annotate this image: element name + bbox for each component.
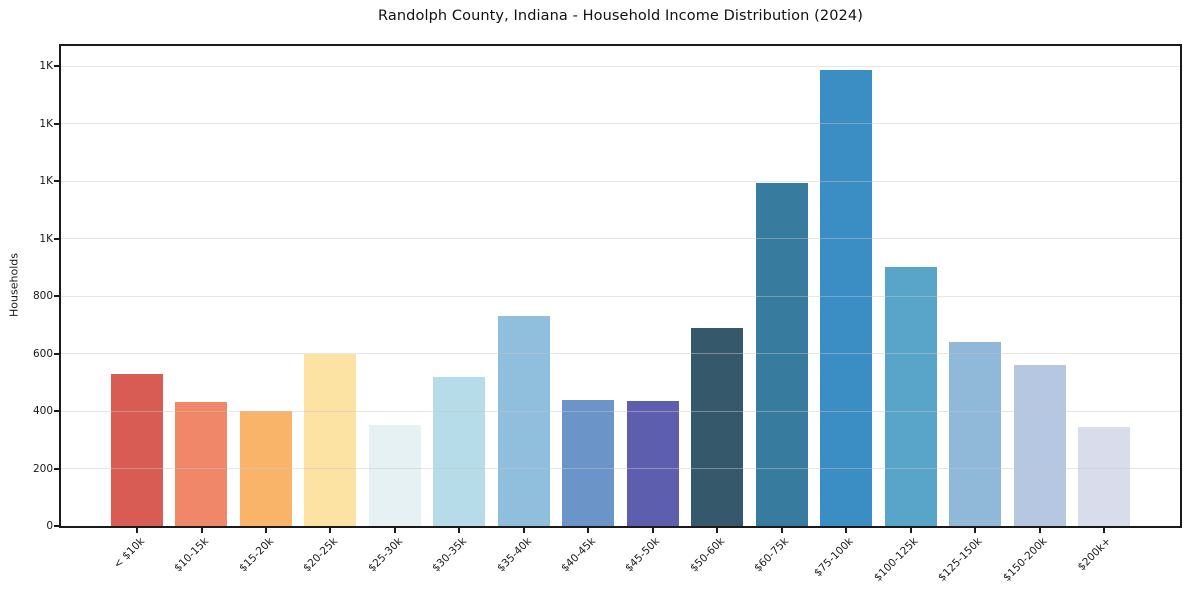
- bar-$200k+: [1078, 426, 1130, 526]
- x-tick-mark: [522, 528, 525, 533]
- bar-$20-25k: [304, 353, 357, 526]
- x-tick-mark: [587, 528, 590, 533]
- x-tick-label: $50-60k: [687, 535, 727, 575]
- x-tick-label: $15-20k: [236, 535, 276, 575]
- y-tick-mark: [54, 467, 59, 470]
- bar-< $10k: [111, 373, 163, 526]
- bar-$35-40k: [497, 316, 550, 526]
- x-tick-label: $125-150k: [936, 535, 985, 584]
- bar-$50-60k: [691, 327, 744, 526]
- x-tick-mark: [200, 528, 203, 533]
- bar-$10-15k: [175, 402, 228, 526]
- y-tick-label: 200: [32, 462, 53, 475]
- y-tick-mark: [54, 180, 59, 183]
- gridline-1400: [61, 123, 1180, 125]
- y-tick-label: 1K: [39, 232, 53, 245]
- y-tick-mark: [54, 122, 59, 125]
- gridline-600: [61, 353, 1180, 354]
- x-tick-label: $75-100k: [812, 535, 856, 580]
- x-tick-mark: [909, 528, 912, 533]
- y-tick-label: 400: [32, 405, 53, 417]
- bar-$100-125k: [884, 267, 937, 526]
- y-tick-label: 600: [32, 347, 53, 360]
- bar-$60-75k: [755, 182, 808, 526]
- y-tick-mark: [54, 352, 59, 355]
- x-tick-mark: [136, 528, 138, 533]
- bar-$125-150k: [949, 342, 1002, 526]
- y-axis-label: Households: [7, 253, 21, 317]
- y-tick-label: 1K: [39, 117, 53, 130]
- y-tick-label: 1K: [39, 175, 53, 188]
- x-tick-label: $60-75k: [752, 535, 792, 575]
- y-tick-mark: [54, 410, 59, 412]
- x-tick-label: $45-50k: [623, 535, 663, 575]
- gridline-200: [61, 468, 1180, 469]
- bar-$15-20k: [239, 411, 292, 526]
- bar-$25-30k: [368, 425, 421, 526]
- gridline-400: [61, 410, 1180, 412]
- x-tick-mark: [1038, 528, 1041, 533]
- y-tick-label: 1K: [39, 60, 53, 73]
- bar-$40-45k: [562, 399, 615, 526]
- y-tick-label: 800: [32, 290, 53, 303]
- x-tick-label: $150-200k: [1000, 535, 1050, 584]
- x-tick-mark: [780, 528, 783, 533]
- x-tick-label: < $10k: [111, 535, 147, 571]
- x-tick-label: $35-40k: [494, 535, 534, 575]
- x-tick-label: $30-35k: [429, 535, 470, 575]
- x-tick-mark: [329, 528, 332, 533]
- y-tick-mark: [54, 237, 59, 240]
- x-tick-label: $100-125k: [871, 535, 921, 584]
- plot-area: [59, 44, 1182, 528]
- x-tick-mark: [458, 528, 461, 533]
- x-tick-mark: [974, 528, 977, 533]
- gridline-800: [61, 295, 1180, 297]
- x-tick-mark: [651, 528, 654, 533]
- x-tick-label: $200k+: [1075, 535, 1114, 574]
- bar-$30-35k: [433, 376, 486, 526]
- gridline-1600: [61, 65, 1180, 67]
- y-tick-mark: [54, 525, 59, 527]
- y-tick-mark: [54, 65, 59, 68]
- gridline-1000: [61, 238, 1180, 240]
- x-tick-mark: [393, 528, 396, 533]
- x-tick-label: $10-15k: [172, 535, 212, 575]
- gridline-1200: [61, 180, 1180, 182]
- x-tick-label: $25-30k: [365, 535, 405, 575]
- x-tick-mark: [1103, 528, 1105, 533]
- x-tick-label: $40-45k: [558, 535, 599, 575]
- bar-$75-100k: [820, 70, 873, 526]
- x-tick-label: $20-25k: [301, 535, 341, 575]
- bar-$150-200k: [1013, 365, 1066, 526]
- y-tick-mark: [54, 295, 59, 298]
- chart-title: Randolph County, Indiana - Household Inc…: [378, 8, 863, 24]
- x-tick-mark: [845, 528, 848, 533]
- x-tick-mark: [716, 528, 719, 533]
- x-tick-mark: [264, 528, 267, 533]
- y-tick-label: 0: [46, 520, 53, 532]
- bar-$45-50k: [626, 401, 679, 526]
